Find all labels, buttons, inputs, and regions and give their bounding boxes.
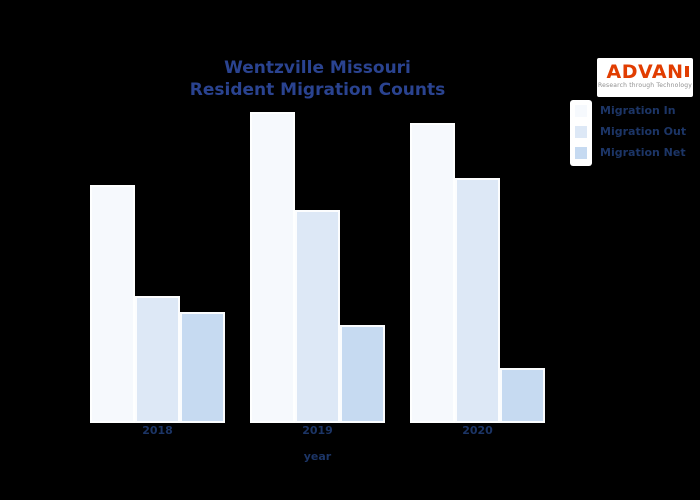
advan-logo-mark-icon — [685, 66, 689, 77]
legend-item-migration-in: Migration In — [570, 101, 695, 122]
x-tick-2019: 2019 — [302, 424, 333, 437]
legend-item-migration-out: Migration Out — [570, 122, 695, 143]
chart-title: Wentzville Missouri Resident Migration C… — [80, 57, 555, 101]
legend-label-migration-out: Migration Out — [600, 125, 687, 138]
advan-logo-text: ADVAN — [606, 61, 684, 83]
bar-migration-out-2018 — [135, 296, 180, 423]
legend-swatch-migration-in — [574, 104, 588, 118]
bar-migration-net-2019 — [340, 325, 385, 423]
bar-migration-net-2018 — [180, 312, 225, 423]
bar-migration-net-2020 — [500, 368, 545, 423]
x-axis-label: year — [303, 450, 332, 463]
chart-title-line2: Resident Migration Counts — [189, 80, 446, 100]
legend-item-migration-net: Migration Net — [570, 143, 695, 164]
legend: Migration In Migration Out Migration Net — [570, 100, 695, 166]
advan-logo-tagline: Research through Technology — [598, 82, 692, 89]
legend-swatch-migration-net — [574, 146, 588, 160]
bar-migration-out-2020 — [455, 178, 500, 423]
bar-migration-in-2019 — [250, 112, 295, 423]
bar-migration-out-2019 — [295, 210, 340, 423]
legend-label-migration-in: Migration In — [600, 104, 676, 117]
x-tick-2020: 2020 — [462, 424, 493, 437]
bar-migration-in-2020 — [410, 123, 455, 423]
bar-migration-in-2018 — [90, 185, 135, 423]
chart-title-line1: Wentzville Missouri — [224, 58, 411, 78]
x-tick-2018: 2018 — [142, 424, 173, 437]
legend-label-migration-net: Migration Net — [600, 146, 686, 159]
legend-swatch-migration-out — [574, 125, 588, 139]
advan-logo: ADVAN Research through Technology — [597, 58, 693, 97]
